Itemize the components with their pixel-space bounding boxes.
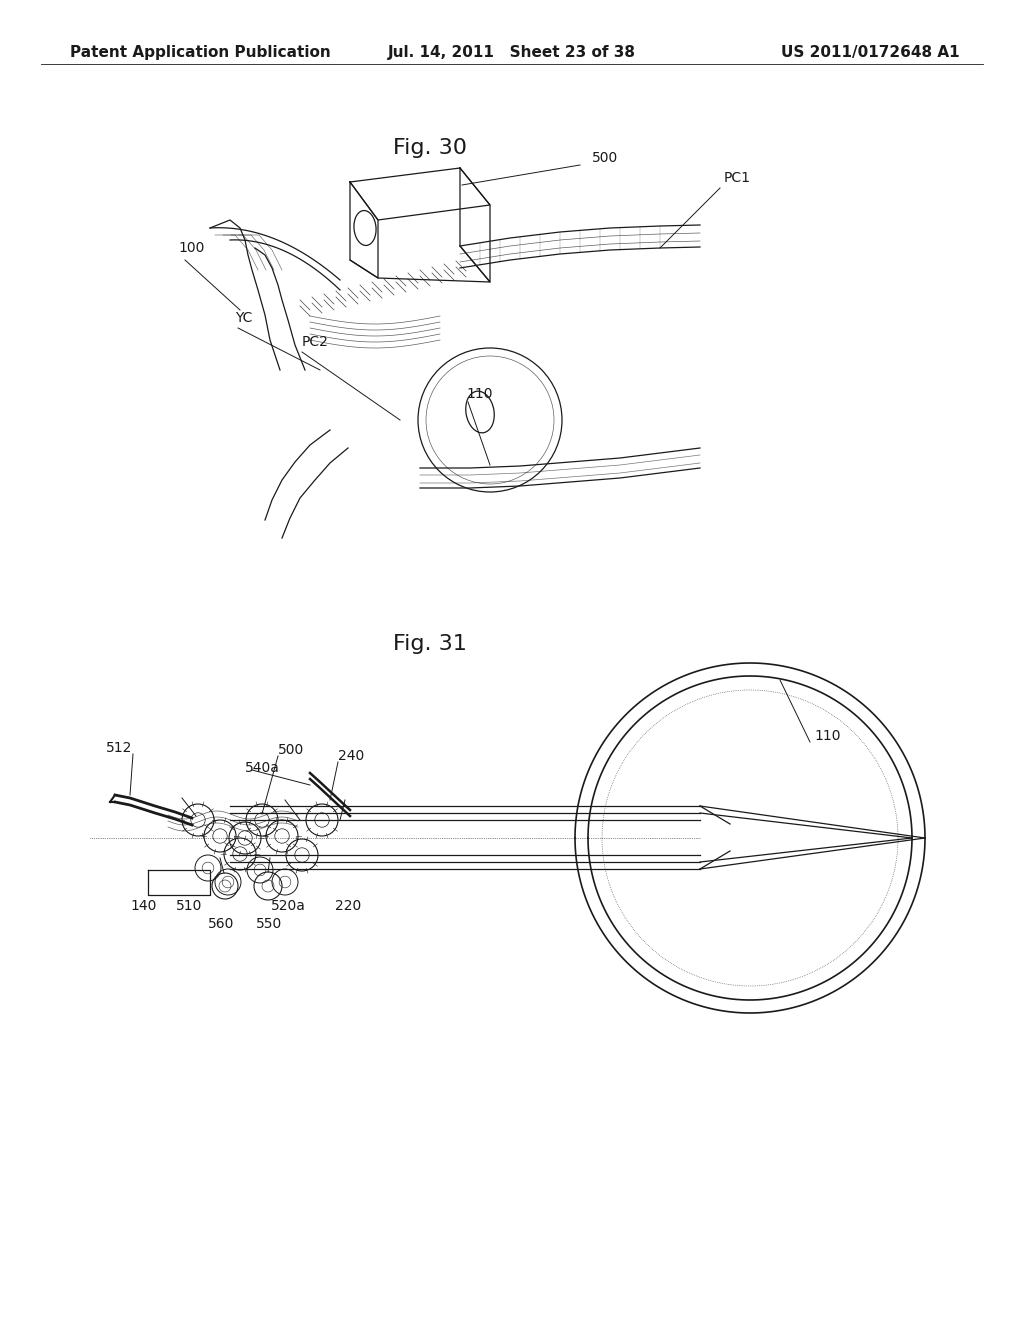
- Text: 100: 100: [178, 242, 205, 255]
- Text: US 2011/0172648 A1: US 2011/0172648 A1: [781, 45, 961, 59]
- Text: 110: 110: [466, 387, 493, 401]
- Text: 220: 220: [335, 899, 361, 913]
- Text: 500: 500: [592, 150, 618, 165]
- Text: Jul. 14, 2011   Sheet 23 of 38: Jul. 14, 2011 Sheet 23 of 38: [388, 45, 636, 59]
- Text: 500: 500: [278, 743, 304, 756]
- Text: 140: 140: [130, 899, 157, 913]
- Text: 510: 510: [176, 899, 203, 913]
- Text: 520a: 520a: [271, 899, 306, 913]
- Text: 110: 110: [814, 729, 841, 743]
- Text: YC: YC: [234, 312, 252, 325]
- Text: Fig. 30: Fig. 30: [393, 139, 467, 158]
- Text: 540a: 540a: [245, 762, 280, 775]
- Text: Patent Application Publication: Patent Application Publication: [70, 45, 331, 59]
- Text: 240: 240: [338, 748, 365, 763]
- Text: 560: 560: [208, 917, 234, 931]
- Text: PC1: PC1: [724, 172, 751, 185]
- Text: PC2: PC2: [302, 335, 329, 348]
- Text: Fig. 31: Fig. 31: [393, 634, 467, 653]
- Text: 512: 512: [106, 741, 132, 755]
- Text: 550: 550: [256, 917, 283, 931]
